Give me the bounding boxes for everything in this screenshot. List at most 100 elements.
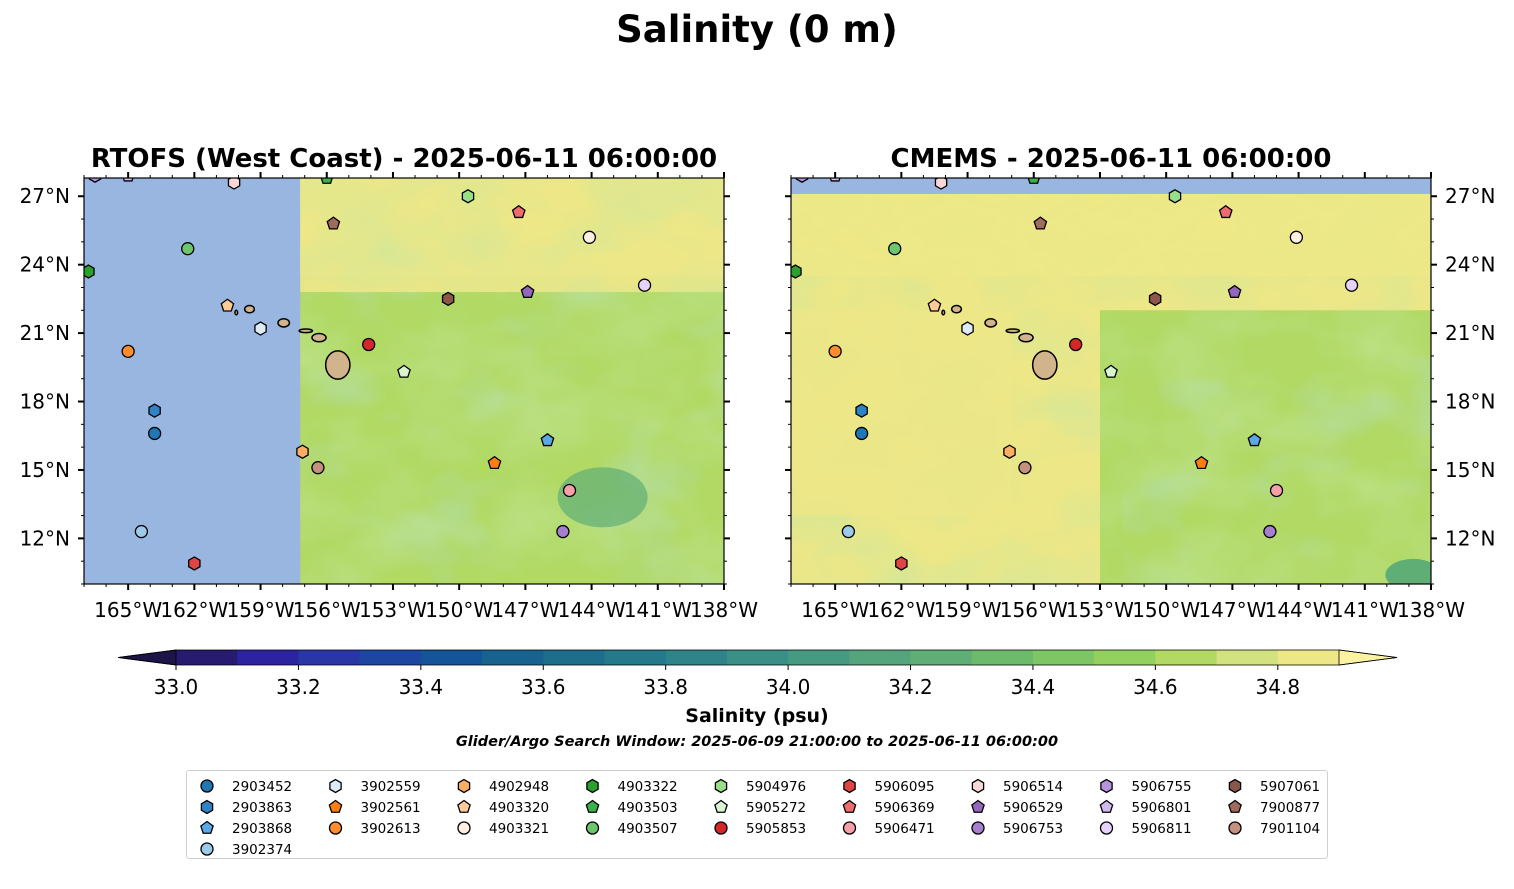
float-7901104 xyxy=(1018,461,1032,475)
colorbar-segment xyxy=(726,650,789,665)
float-4902948 xyxy=(296,444,309,459)
legend-marker xyxy=(843,778,856,794)
legend-label: 5906514 xyxy=(1003,779,1063,795)
legend-marker xyxy=(585,799,600,813)
y-tick-label: 24°N xyxy=(20,253,70,277)
float-legend: 2903452 2903863 2903868 3902374 3902559 39025… xyxy=(186,770,1328,859)
float-5906471 xyxy=(1269,483,1284,498)
x-tick-label: 141°W xyxy=(624,598,692,622)
float-5906514 xyxy=(227,178,241,190)
map-panel-rtofs: RTOFS (West Coast) - 2025-06-11 06:00:00… xyxy=(20,144,759,622)
legend-label: 5906095 xyxy=(875,779,935,795)
y-tick-label: 15°N xyxy=(1445,458,1495,482)
x-tick-label: 147°W xyxy=(491,598,559,622)
float-5906811 xyxy=(1344,278,1359,292)
colorbar-segment xyxy=(1216,650,1279,665)
legend-item-5906811: 5906811 xyxy=(1099,821,1192,837)
legend-marker xyxy=(842,799,857,813)
legend-label: 4903507 xyxy=(618,821,678,837)
x-tick-label: 159°W xyxy=(934,598,1002,622)
legend-label: 5906801 xyxy=(1132,800,1192,816)
float-4903320 xyxy=(220,298,235,312)
legend-marker xyxy=(1228,821,1242,835)
float-2903452 xyxy=(147,426,162,441)
colorbar-tick-label: 34.4 xyxy=(1011,675,1056,699)
x-tick-label: 144°W xyxy=(1265,598,1333,622)
colorbar-segment xyxy=(971,650,1034,665)
float-5906514 xyxy=(934,178,948,190)
float-7901104 xyxy=(311,461,325,475)
float-3902374 xyxy=(134,524,149,539)
colorbar-tick-label: 34.6 xyxy=(1133,675,1178,699)
legend-label: 4903320 xyxy=(489,800,549,816)
float-7900877 xyxy=(1033,216,1048,230)
legend-label: 2903452 xyxy=(232,779,292,795)
legend-label: 5904976 xyxy=(746,779,806,795)
float-5906801 xyxy=(122,178,134,182)
colorbar-segment xyxy=(237,650,299,665)
float-4903322 xyxy=(791,264,802,279)
colorbar: 33.0 33.2 33.4 33.6 33.8 34.0 34.2 34.4 34.6 34.8 xyxy=(117,649,1398,699)
legend-marker xyxy=(329,778,342,794)
float-5904976 xyxy=(1168,189,1182,204)
legend-item-5907061: 5907061 xyxy=(1228,778,1320,795)
float-3902559 xyxy=(961,321,974,336)
legend-marker xyxy=(971,821,985,835)
island xyxy=(941,309,946,316)
legend-item-5906095: 5906095 xyxy=(843,778,935,795)
float-4903507 xyxy=(181,242,195,256)
colorbar-tick-label: 33.4 xyxy=(399,675,444,699)
legend-label: 5906471 xyxy=(875,821,935,837)
y-tick-label: 18°N xyxy=(20,390,70,414)
colorbar-segment xyxy=(1032,650,1095,665)
legend-item-4902948: 4902948 xyxy=(457,778,549,795)
legend-item-5904976: 5904976 xyxy=(714,778,806,795)
legend-item-5906801: 5906801 xyxy=(1099,799,1192,816)
legend-item-3902561: 3902561 xyxy=(328,799,421,816)
legend-item-4903507: 4903507 xyxy=(585,821,678,837)
legend-marker xyxy=(1228,778,1242,794)
colorbar-tick-label: 34.8 xyxy=(1256,675,1301,699)
legend-item-4903320: 4903320 xyxy=(457,799,549,816)
float-2903868 xyxy=(540,433,555,447)
legend-item-4903321: 4903321 xyxy=(457,821,549,837)
legend-label: 5906529 xyxy=(1003,800,1063,816)
float-5907061 xyxy=(441,291,455,307)
colorbar-segment xyxy=(1094,650,1156,665)
legend-marker xyxy=(328,821,343,835)
colorbar-segment xyxy=(910,650,973,665)
float-4903507 xyxy=(888,242,902,256)
legend-marker xyxy=(714,778,728,794)
panel-title: RTOFS (West Coast) - 2025-06-11 06:00:00 xyxy=(91,144,717,174)
colorbar-segment xyxy=(849,650,912,665)
float-5906753 xyxy=(1263,524,1277,539)
legend-marker xyxy=(200,842,214,856)
x-tick-label: 147°W xyxy=(1198,598,1266,622)
colorbar-segment xyxy=(788,650,850,665)
legend-entries: 2903452 2903863 2903868 3902374 3902559 39025… xyxy=(200,778,1320,858)
legend-label: 4903322 xyxy=(618,779,678,795)
x-tick-label: 150°W xyxy=(1132,598,1200,622)
legend-label: 5906753 xyxy=(1003,821,1063,837)
colorbar-segment xyxy=(298,650,361,665)
colorbar-label: Salinity (psu) xyxy=(685,705,828,727)
float-4903503 xyxy=(320,178,333,184)
legend-label: 7900877 xyxy=(1260,800,1320,816)
float-5906369 xyxy=(1218,204,1233,219)
legend-item-3902374: 3902374 xyxy=(200,842,292,858)
panel-title: CMEMS - 2025-06-11 06:00:00 xyxy=(891,144,1332,174)
island xyxy=(950,304,963,314)
float-3902559 xyxy=(254,321,267,336)
float-3902613 xyxy=(828,344,842,358)
island xyxy=(311,332,327,343)
y-tick-label: 27°N xyxy=(20,184,70,208)
figure-title: Salinity (0 m) xyxy=(616,8,898,51)
legend-item-2903868: 2903868 xyxy=(200,820,292,837)
legend-marker xyxy=(1100,778,1113,794)
map-panel-cmems: CMEMS - 2025-06-11 06:00:00 165°W162°W159… xyxy=(785,144,1495,622)
legend-item-5906529: 5906529 xyxy=(971,799,1063,816)
colorbar-segment xyxy=(176,650,238,665)
legend-marker xyxy=(585,821,600,835)
colorbar-extend-over xyxy=(1338,649,1398,666)
island xyxy=(1005,328,1021,334)
